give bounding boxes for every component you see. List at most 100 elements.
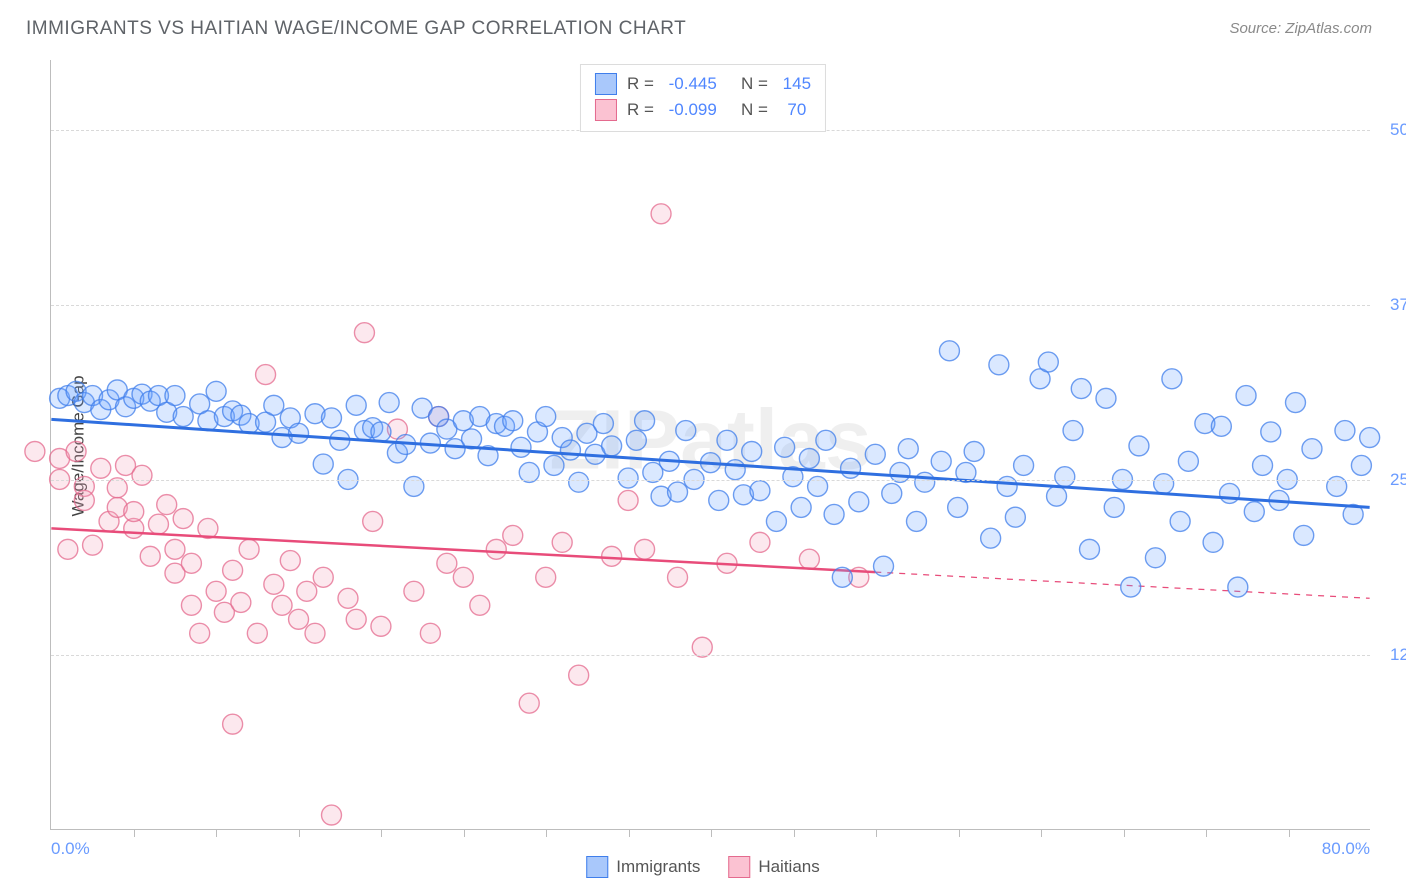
data-point [717,430,737,450]
data-point [939,341,959,361]
data-point [865,444,885,464]
gridline [51,480,1370,481]
data-point [305,623,325,643]
chart-title: IMMIGRANTS VS HAITIAN WAGE/INCOME GAP CO… [26,18,686,40]
data-point [74,490,94,510]
data-point [1038,352,1058,372]
data-point [420,623,440,643]
x-tick-mark [876,829,877,837]
data-point [1286,393,1306,413]
data-point [322,408,342,428]
data-point [750,481,770,501]
data-point [181,553,201,573]
x-tick-mark [711,829,712,837]
data-point [676,421,696,441]
data-point [206,381,226,401]
swatch-haitians [595,99,617,121]
data-point [165,539,185,559]
data-point [1014,455,1034,475]
data-point [1178,451,1198,471]
data-point [91,458,111,478]
data-point [256,365,276,385]
data-point [766,511,786,531]
data-point [338,588,358,608]
x-tick-mark [629,829,630,837]
legend-label-haitians: Haitians [758,857,819,877]
legend-n-value-haitians: 70 [787,97,806,123]
data-point [832,567,852,587]
data-point [593,414,613,434]
x-tick-mark [134,829,135,837]
data-point [750,532,770,552]
x-tick-mark [216,829,217,837]
data-point [1104,497,1124,517]
data-point [1244,502,1264,522]
data-point [511,437,531,457]
series-legend: Immigrants Haitians [586,856,820,878]
data-point [124,502,144,522]
x-tick-mark [1289,829,1290,837]
x-tick-mark [1041,829,1042,837]
data-point [799,448,819,468]
x-tick-mark [299,829,300,837]
data-point [223,560,243,580]
data-point [181,595,201,615]
data-point [709,490,729,510]
plot-area: ZIPatlas 12.5%25.0%37.5%50.0%0.0%80.0% [50,60,1370,830]
data-point [313,454,333,474]
data-point [190,623,210,643]
data-point [264,574,284,594]
data-point [437,553,457,573]
data-point [66,442,86,462]
gridline [51,655,1370,656]
data-point [841,458,861,478]
data-point [486,539,506,559]
data-point [1294,525,1314,545]
data-point [799,549,819,569]
legend-label-immigrants: Immigrants [616,857,700,877]
data-point [536,407,556,427]
data-point [552,532,572,552]
data-point [1170,511,1190,531]
y-tick-label: 25.0% [1374,470,1406,490]
data-point [569,472,589,492]
chart-svg [51,60,1370,829]
data-point [247,623,267,643]
data-point [1047,486,1067,506]
x-tick-mark [959,829,960,837]
data-point [1351,455,1371,475]
legend-row-haitians: R = -0.099 N = 70 [595,97,811,123]
data-point [206,581,226,601]
data-point [272,595,292,615]
data-point [132,465,152,485]
data-point [791,497,811,517]
data-point [1220,483,1240,503]
data-point [668,482,688,502]
data-point [223,714,243,734]
data-point [165,386,185,406]
swatch-immigrants-bottom [586,856,608,878]
data-point [354,323,374,343]
data-point [289,609,309,629]
data-point [1261,422,1281,442]
data-point [322,805,342,825]
data-point [148,514,168,534]
data-point [346,609,366,629]
data-point [1071,379,1091,399]
data-point [775,437,795,457]
data-point [1080,539,1100,559]
data-point [404,581,424,601]
data-point [140,546,160,566]
gridline [51,305,1370,306]
x-tick-mark [794,829,795,837]
data-point [618,468,638,488]
data-point [470,595,490,615]
data-point [297,581,317,601]
data-point [1302,439,1322,459]
y-tick-label: 12.5% [1374,645,1406,665]
data-point [1129,436,1149,456]
data-point [668,567,688,587]
data-point [157,495,177,515]
x-tick-mark [464,829,465,837]
data-point [1335,421,1355,441]
